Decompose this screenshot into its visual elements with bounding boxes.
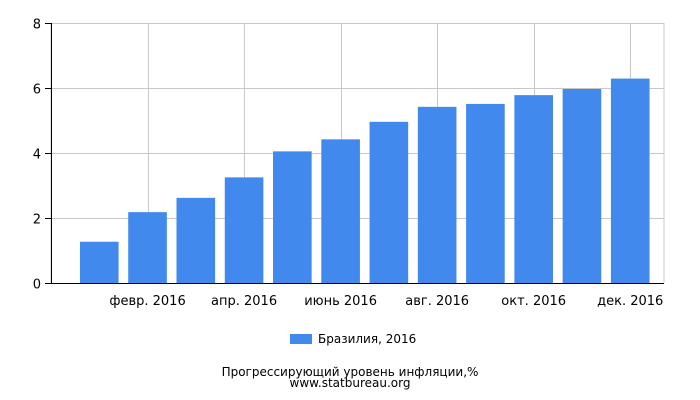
bar [321,139,360,283]
bar [466,103,505,283]
bar [562,88,602,283]
bar [610,78,650,283]
bar [176,197,216,283]
legend-swatch [290,334,312,344]
x-tick-label: апр. 2016 [211,294,277,309]
bar [224,177,264,283]
y-tick-label: 8 [33,18,41,33]
legend: Бразилия, 2016 [290,332,416,346]
bar [369,121,409,283]
x-tick-label: дек. 2016 [597,294,663,309]
bar [273,151,312,283]
y-tick-label: 4 [33,148,41,163]
y-tick-label: 0 [33,278,41,293]
x-tick-label: июнь 2016 [304,294,377,309]
x-tick-label: февр. 2016 [109,294,185,309]
legend-label: Бразилия, 2016 [318,332,417,346]
source-caption: www.statbureau.org [289,376,411,390]
bar [514,95,553,284]
inflation-bar-chart: 0 2 4 6 8 февр. 2016 апр. 2016 июнь 2016 авг. 20… [33,18,665,309]
y-tick-label: 6 [33,83,41,98]
bar [128,212,167,283]
chart-caption: Прогрессирующий уровень инфляции,% [221,365,479,379]
x-tick-label: авг. 2016 [405,294,469,309]
x-tick-label: окт. 2016 [501,294,566,309]
y-tick-label: 2 [33,213,41,228]
bar [79,241,119,283]
bar [417,106,457,283]
